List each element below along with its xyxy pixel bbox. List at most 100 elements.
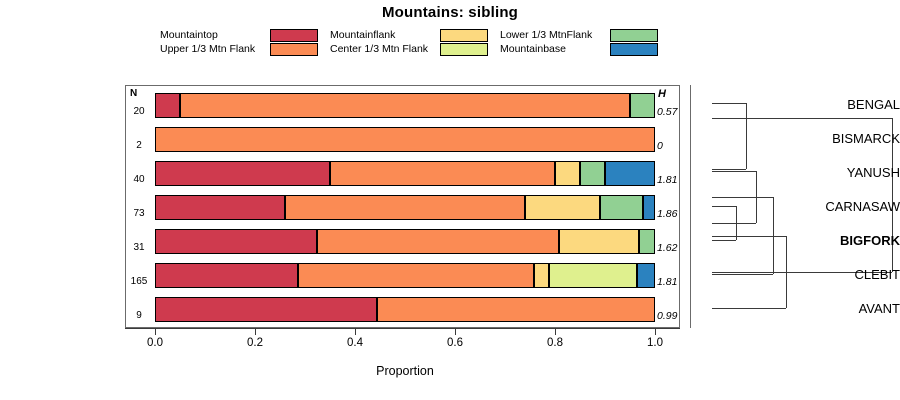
bar-segment xyxy=(155,127,655,152)
legend-item-lower-third-mtn-flank[interactable]: Lower 1/3 MtnFlank xyxy=(500,28,670,42)
legend-label-upper-third-mtn-flank: Upper 1/3 Mtn Flank xyxy=(160,43,256,55)
dendrogram xyxy=(690,85,900,328)
x-axis-tick-label: 0.6 xyxy=(447,337,463,349)
bar-row xyxy=(155,297,655,322)
h-value-clebit: 1.81 xyxy=(657,276,678,288)
bar-segment xyxy=(600,195,643,220)
legend-label-mountainflank: Mountainflank xyxy=(330,29,396,41)
dendrogram-branch-bengal-bismarck-lower xyxy=(712,169,746,170)
bar-row xyxy=(155,161,655,186)
bar-segment xyxy=(555,161,580,186)
x-axis-tick xyxy=(555,328,556,335)
legend-item-upper-third-mtn-flank[interactable]: Upper 1/3 Mtn Flank xyxy=(160,42,330,56)
y-axis-label-bismarck: BISMARCK xyxy=(832,131,900,146)
bar-segment xyxy=(330,161,555,186)
bar-row xyxy=(155,195,655,220)
dendrogram-branch-yanush-cluster-upper xyxy=(712,171,756,172)
bar-segment xyxy=(316,229,559,254)
x-axis-tick-label: 1.0 xyxy=(647,337,663,349)
h-value-bismarck: 0 xyxy=(657,140,663,152)
dendrogram-branch-avant-cluster-lower xyxy=(712,308,786,309)
x-axis-tick-label: 0.8 xyxy=(547,337,563,349)
legend-column-2: Lower 1/3 MtnFlank Mountainbase xyxy=(500,28,670,58)
page-title: Mountains: sibling xyxy=(381,4,519,21)
dendrogram-branch-root-upper xyxy=(712,118,892,119)
n-column-header: N xyxy=(130,88,138,99)
bar-row xyxy=(155,263,655,288)
legend-swatch-center-third-mtn-flank xyxy=(440,43,488,56)
bar-segment xyxy=(155,161,330,186)
bar-segment xyxy=(558,229,639,254)
n-value-bismarck: 2 xyxy=(136,140,142,151)
dendrogram-node-root xyxy=(892,118,893,272)
bar-segment xyxy=(155,229,317,254)
legend-swatch-mountainflank xyxy=(440,29,488,42)
bar-segment xyxy=(297,263,534,288)
n-value-carnasaw: 73 xyxy=(133,208,145,219)
bar-segment xyxy=(639,229,655,254)
x-axis-title: Proportion xyxy=(376,364,434,378)
legend-swatch-upper-third-mtn-flank xyxy=(270,43,318,56)
bar-segment xyxy=(155,93,180,118)
bar-segment xyxy=(534,263,549,288)
y-axis-label-bigfork: BIGFORK xyxy=(840,233,900,248)
bar-segment xyxy=(580,161,605,186)
bar-segment xyxy=(630,93,655,118)
legend-swatch-mountaintop xyxy=(270,29,318,42)
dendrogram-branch-bengal-bismarck-upper xyxy=(712,103,746,104)
x-axis-line xyxy=(125,328,680,329)
dendrogram-branch-root-lower xyxy=(712,272,892,273)
legend-swatch-mountainbase xyxy=(610,43,658,56)
h-value-bengal: 0.57 xyxy=(657,106,678,118)
dendrogram-branch-avant-cluster-upper xyxy=(712,236,786,237)
bar-segment xyxy=(377,297,655,322)
dendrogram-branch-carnasaw-bigfork-upper xyxy=(712,206,736,207)
legend-item-center-third-mtn-flank[interactable]: Center 1/3 Mtn Flank xyxy=(330,42,500,56)
x-axis-tick xyxy=(655,328,656,335)
legend-item-mountaintop[interactable]: Mountaintop xyxy=(160,28,330,42)
bar-row xyxy=(155,93,655,118)
bars-layer xyxy=(155,85,655,328)
dendrogram-branch-clebit-cluster-lower xyxy=(712,274,773,275)
dendrogram-branch-carnasaw-bigfork-lower xyxy=(712,240,736,241)
legend-swatch-lower-third-mtn-flank xyxy=(610,29,658,42)
legend-item-mountainflank[interactable]: Mountainflank xyxy=(330,28,500,42)
y-axis-label-carnasaw: CARNASAW xyxy=(825,199,900,214)
legend-label-mountaintop: Mountaintop xyxy=(160,29,218,41)
h-value-avant: 0.99 xyxy=(657,310,678,322)
legend-column-0: Mountaintop Upper 1/3 Mtn Flank xyxy=(160,28,330,58)
legend-label-mountainbase: Mountainbase xyxy=(500,43,566,55)
bar-segment xyxy=(642,195,655,220)
x-axis-tick-label: 0.4 xyxy=(347,337,363,349)
dendrogram-branch-clebit-cluster-upper xyxy=(712,197,773,198)
legend-label-center-third-mtn-flank: Center 1/3 Mtn Flank xyxy=(330,43,429,55)
x-axis-tick xyxy=(455,328,456,335)
bar-segment xyxy=(525,195,600,220)
x-axis-tick xyxy=(155,328,156,335)
n-value-bengal: 20 xyxy=(133,106,145,117)
n-value-bigfork: 31 xyxy=(133,242,145,253)
h-value-bigfork: 1.62 xyxy=(657,242,678,254)
x-axis-tick-label: 0.2 xyxy=(247,337,263,349)
legend-item-mountainbase[interactable]: Mountainbase xyxy=(500,42,670,56)
h-column-header: H xyxy=(658,88,666,100)
legend: Mountaintop Upper 1/3 Mtn Flank Mountainfl… xyxy=(160,28,660,58)
dendrogram-node-bengal-bismarck xyxy=(746,103,747,169)
bar-segment xyxy=(605,161,655,186)
h-value-carnasaw: 1.86 xyxy=(657,208,678,220)
y-axis-label-bengal: BENGAL xyxy=(847,97,900,112)
dendrogram-branch-yanush-cluster-lower xyxy=(712,223,756,224)
bar-segment xyxy=(637,263,655,288)
y-axis-label-clebit: CLEBIT xyxy=(854,267,900,282)
bar-segment xyxy=(155,263,298,288)
bar-segment xyxy=(549,263,637,288)
bar-segment xyxy=(155,195,285,220)
n-value-avant: 9 xyxy=(136,310,142,321)
x-axis-tick-label: 0.0 xyxy=(147,337,163,349)
legend-label-lower-third-mtn-flank: Lower 1/3 MtnFlank xyxy=(500,29,593,41)
bar-row xyxy=(155,127,655,152)
bar-segment xyxy=(285,195,525,220)
legend-column-1: Mountainflank Center 1/3 Mtn Flank xyxy=(330,28,500,58)
h-value-yanush: 1.81 xyxy=(657,174,678,186)
